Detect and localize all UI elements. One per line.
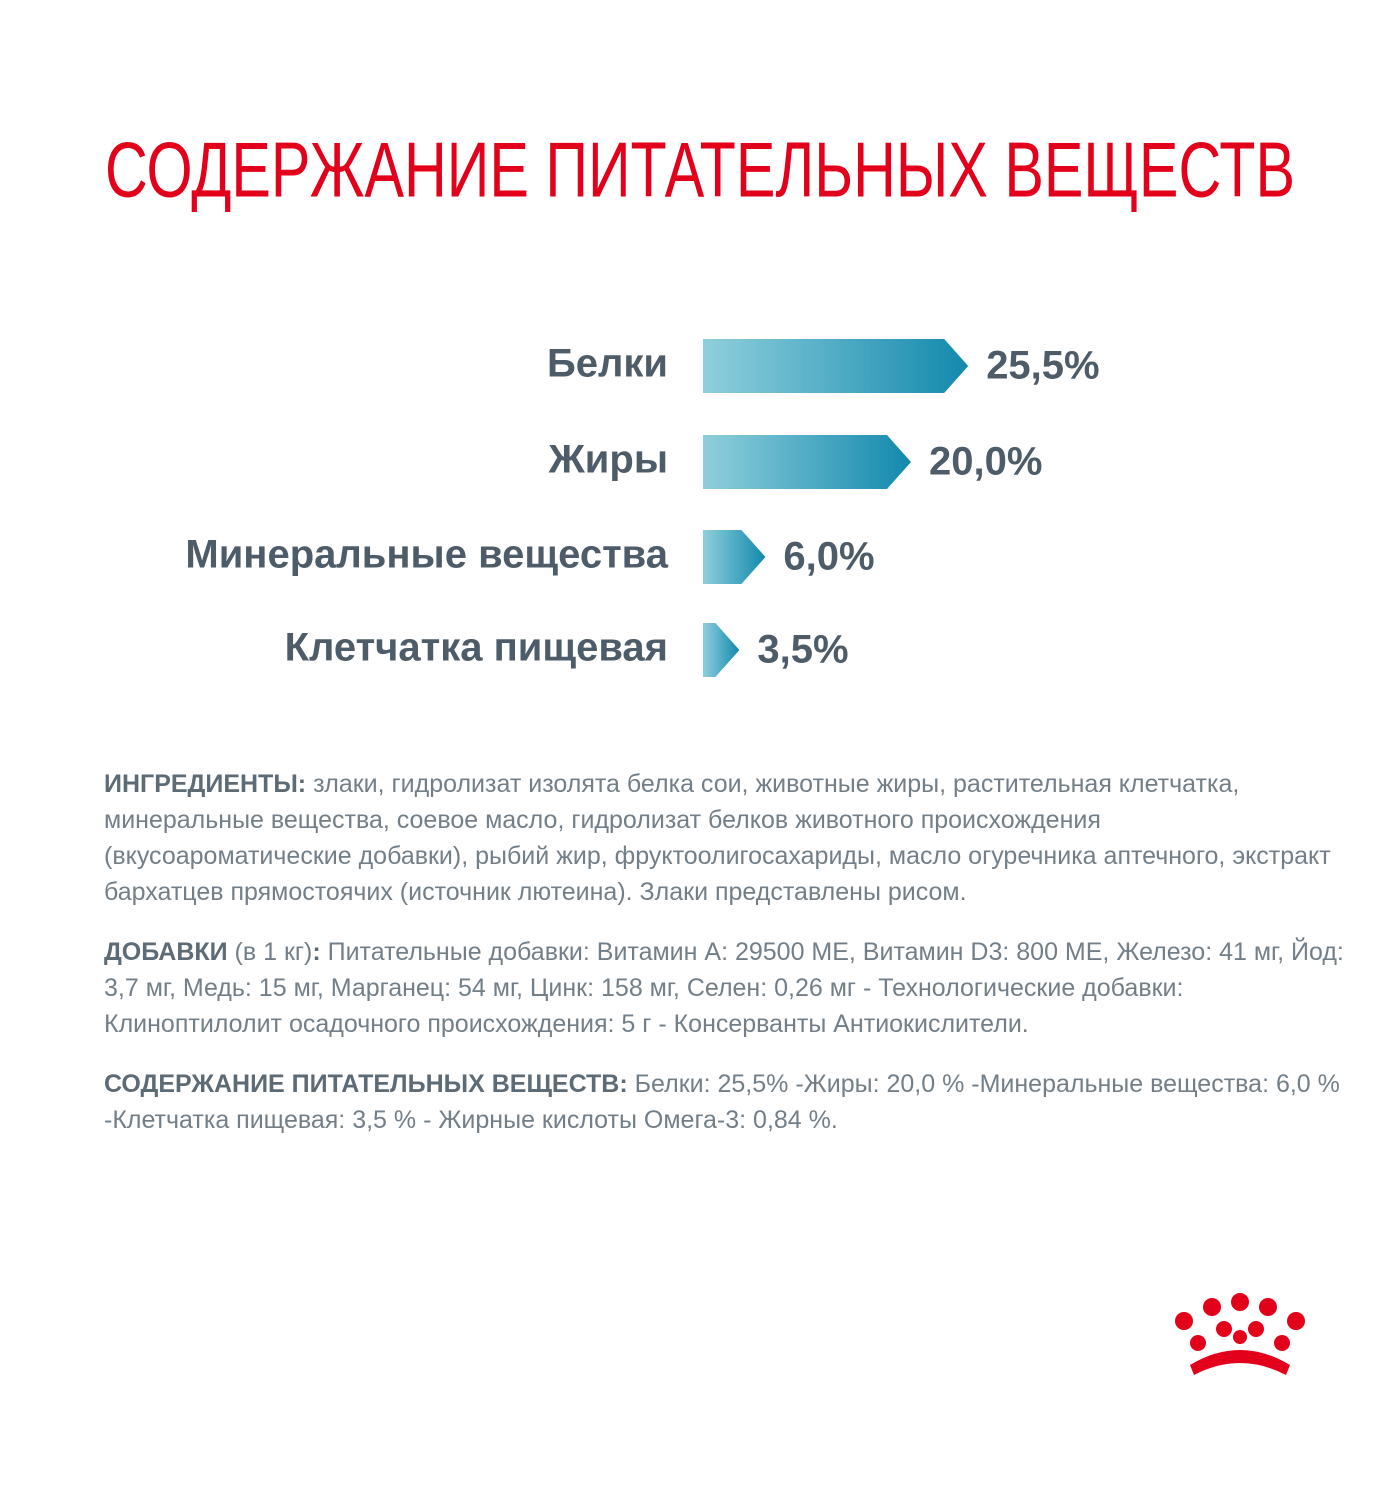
category-label: Жиры	[548, 438, 668, 482]
paragraph-text: злаки, гидролизат изолята белка сои, жив…	[104, 770, 1331, 906]
paragraph: ДОБАВКИ (в 1 кг): Питательные добавки: В…	[104, 934, 1349, 1042]
chart: СОДЕРЖАНИЕ ПИТАТЕЛЬНЫХ ВЕЩЕСТВ Белки 25,5…	[105, 126, 1295, 677]
chart-title: СОДЕРЖАНИЕ ПИТАТЕЛЬНЫХ ВЕЩЕСТВ	[105, 126, 1295, 214]
paragraph-text: Питательные добавки: Витамин А: 29500 МЕ…	[104, 938, 1344, 1038]
paragraph: ИНГРЕДИЕНТЫ: злаки, гидролизат изолята б…	[104, 766, 1349, 910]
paragraph-label: ДОБАВКИ	[104, 938, 228, 966]
value-label: 6,0%	[783, 535, 874, 579]
value-label: 3,5%	[757, 628, 848, 672]
paragraph-text: Белки: 25,5% -Жиры: 20,0 % -Минеральные …	[104, 1070, 1340, 1134]
bar	[703, 623, 740, 677]
value-label: 25,5%	[986, 344, 1099, 388]
paragraph-label: СОДЕРЖАНИЕ ПИТАТЕЛЬНЫХ ВЕЩЕСТВ:	[104, 1070, 628, 1098]
logo	[1175, 1293, 1305, 1375]
category-label: Белки	[547, 342, 668, 386]
paragraph-text: (в 1 кг)	[227, 938, 313, 966]
paragraph: СОДЕРЖАНИЕ ПИТАТЕЛЬНЫХ ВЕЩЕСТВ: Белки: 2…	[104, 1066, 1349, 1138]
category-label: Минеральные вещества	[185, 533, 668, 577]
bar	[703, 339, 969, 393]
value-label: 20,0%	[929, 440, 1042, 484]
category-label: Клетчатка пищевая	[285, 626, 668, 670]
text-block: ИНГРЕДИЕНТЫ: злаки, гидролизат изолята б…	[104, 766, 1349, 1162]
bar	[703, 435, 911, 489]
paragraph-label: :	[312, 938, 321, 966]
paragraph-label: ИНГРЕДИЕНТЫ:	[104, 770, 307, 798]
bar	[703, 530, 766, 584]
